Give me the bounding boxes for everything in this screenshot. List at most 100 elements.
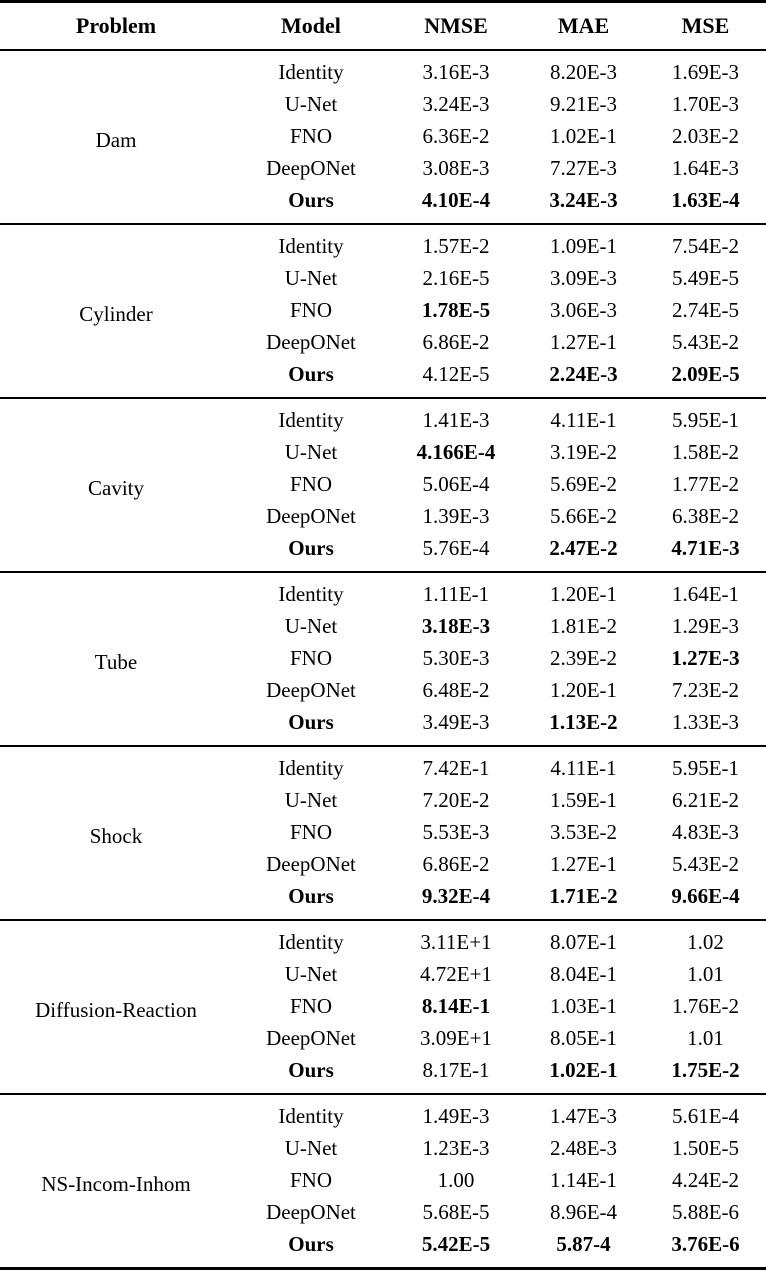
problem-cell: Dam (95, 127, 137, 152)
table-row: FNO 1.00 1.14E-1 4.24E-2 (0, 1164, 766, 1196)
mse-cell: 1.76E-2 (671, 994, 740, 1018)
mse-cell: 1.27E-3 (671, 646, 740, 670)
table-row: Ours 4.10E-4 3.24E-3 1.63E-4 (0, 184, 766, 224)
mse-cell: 1.77E-2 (671, 472, 740, 496)
mae-cell: 5.66E-2 (549, 504, 618, 528)
mae-cell: 3.53E-2 (549, 820, 618, 844)
mse-cell: 1.63E-4 (671, 188, 740, 212)
mae-cell: 1.13E-2 (549, 710, 618, 734)
nmse-cell: 1.78E-5 (421, 298, 491, 322)
mae-cell: 1.02E-1 (549, 124, 618, 148)
mae-cell: 3.06E-3 (549, 298, 618, 322)
mse-cell: 5.61E-4 (671, 1104, 740, 1128)
mse-cell: 7.54E-2 (671, 234, 740, 258)
nmse-cell: 2.16E-5 (422, 266, 490, 290)
nmse-cell: 6.86E-2 (422, 852, 490, 876)
mae-cell: 1.27E-1 (549, 852, 618, 876)
nmse-cell: 5.53E-3 (422, 820, 490, 844)
mse-cell: 1.75E-2 (671, 1058, 740, 1082)
problem-section: Tube Identity 1.11E-1 1.20E-1 1.64E-1 U-Net 3.… (0, 572, 766, 746)
mae-cell: 1.03E-1 (549, 994, 618, 1018)
model-cell: Identity (278, 756, 344, 780)
model-cell: U-Net (284, 266, 338, 290)
mae-cell: 1.02E-1 (549, 1058, 618, 1082)
mae-cell: 8.20E-3 (549, 60, 618, 84)
model-cell: Identity (278, 408, 344, 432)
model-cell: Ours (288, 1058, 334, 1082)
table-row: Shock Identity 7.42E-1 4.11E-1 5.95E-1 (0, 746, 766, 848)
problem-section: Dam Identity 3.16E-3 8.20E-3 1.69E-3 U-Net 3.2… (0, 50, 766, 224)
table-row: DeepONet 6.86E-2 1.27E-1 5.43E-2 (0, 326, 766, 358)
col-header-problem: Problem (75, 13, 157, 38)
nmse-cell: 8.14E-1 (421, 994, 491, 1018)
mae-cell: 2.39E-2 (549, 646, 618, 670)
col-header-nmse: NMSE (424, 13, 488, 38)
table-row: Cavity Identity 1.41E-3 4.11E-1 5.95E-1 (0, 398, 766, 500)
model-cell: DeepONet (266, 330, 356, 354)
nmse-cell: 8.17E-1 (422, 1058, 490, 1082)
model-cell: FNO (289, 298, 332, 322)
model-cell: Ours (288, 362, 334, 386)
mse-cell: 1.50E-5 (671, 1136, 740, 1160)
nmse-cell: 1.57E-2 (422, 234, 490, 258)
table-row: U-Net 4.166E-4 3.19E-2 1.58E-2 (0, 436, 766, 468)
mse-cell: 2.09E-5 (671, 362, 740, 386)
model-cell: FNO (289, 472, 332, 496)
table-row: DeepONet 1.39E-3 5.66E-2 6.38E-2 (0, 500, 766, 532)
model-cell: FNO (289, 994, 332, 1018)
mse-cell: 1.64E-3 (671, 156, 740, 180)
mae-cell: 2.24E-3 (549, 362, 618, 386)
nmse-cell: 9.32E-4 (421, 884, 491, 908)
model-cell: DeepONet (266, 1026, 356, 1050)
mae-cell: 8.05E-1 (549, 1026, 618, 1050)
mse-cell: 2.74E-5 (671, 298, 740, 322)
nmse-cell: 1.41E-3 (422, 408, 490, 432)
model-cell: DeepONet (266, 678, 356, 702)
nmse-cell: 4.166E-4 (416, 440, 496, 464)
table-row: Ours 9.32E-4 1.71E-2 9.66E-4 (0, 880, 766, 920)
model-cell: U-Net (284, 962, 338, 986)
mae-cell: 7.27E-3 (549, 156, 618, 180)
mse-cell: 5.43E-2 (671, 330, 740, 354)
mse-cell: 4.24E-2 (671, 1168, 740, 1192)
table-row: U-Net 2.16E-5 3.09E-3 5.49E-5 (0, 262, 766, 294)
mae-cell: 1.59E-1 (549, 788, 618, 812)
nmse-cell: 4.10E-4 (421, 188, 491, 212)
mae-cell: 8.96E-4 (549, 1200, 618, 1224)
table-row: DeepONet 5.68E-5 8.96E-4 5.88E-6 (0, 1196, 766, 1228)
table-row: U-Net 7.20E-2 1.59E-1 6.21E-2 (0, 784, 766, 816)
table-row: DeepONet 3.09E+1 8.05E-1 1.01 (0, 1022, 766, 1054)
table-row: DeepONet 3.08E-3 7.27E-3 1.64E-3 (0, 152, 766, 184)
header-row: Problem Model NMSE MAE MSE (0, 2, 766, 51)
mse-cell: 1.70E-3 (671, 92, 740, 116)
model-cell: DeepONet (266, 852, 356, 876)
model-cell: DeepONet (266, 156, 356, 180)
mae-cell: 4.11E-1 (550, 408, 617, 432)
table-row: Dam Identity 3.16E-3 8.20E-3 1.69E-3 (0, 50, 766, 152)
nmse-cell: 3.11E+1 (420, 930, 492, 954)
mse-cell: 4.71E-3 (671, 536, 740, 560)
nmse-cell: 3.16E-3 (422, 60, 490, 84)
model-cell: DeepONet (266, 1200, 356, 1224)
mse-cell: 7.23E-2 (671, 678, 740, 702)
mse-cell: 6.38E-2 (671, 504, 740, 528)
model-cell: FNO (289, 1168, 332, 1192)
table-row: DeepONet 6.86E-2 1.27E-1 5.43E-2 (0, 848, 766, 880)
table-row: Ours 3.49E-3 1.13E-2 1.33E-3 (0, 706, 766, 746)
problem-section: Cavity Identity 1.41E-3 4.11E-1 5.95E-1 U-Net… (0, 398, 766, 572)
model-cell: Ours (288, 710, 334, 734)
mae-cell: 1.14E-1 (549, 1168, 618, 1192)
mae-cell: 9.21E-3 (549, 92, 618, 116)
mse-cell: 1.64E-1 (671, 582, 740, 606)
table-row: U-Net 1.23E-3 2.48E-3 1.50E-5 (0, 1132, 766, 1164)
nmse-cell: 5.42E-5 (421, 1232, 491, 1256)
nmse-cell: 1.23E-3 (422, 1136, 490, 1160)
mae-cell: 1.20E-1 (549, 582, 618, 606)
mse-cell: 1.01 (687, 962, 724, 986)
col-header-mae: MAE (557, 13, 610, 38)
table-row: DeepONet 6.48E-2 1.20E-1 7.23E-2 (0, 674, 766, 706)
problem-cell: NS-Incom-Inhom (41, 1171, 191, 1196)
mse-cell: 5.95E-1 (671, 408, 740, 432)
nmse-cell: 5.68E-5 (422, 1200, 490, 1224)
